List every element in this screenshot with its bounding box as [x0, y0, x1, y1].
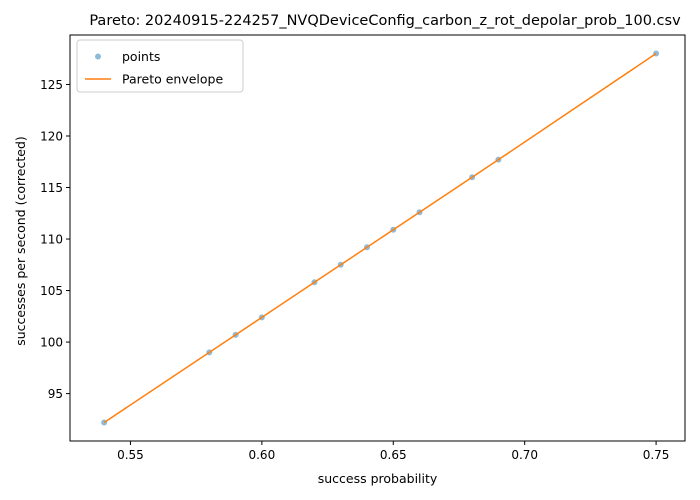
y-tick-label: 115 — [40, 181, 63, 195]
x-tick-label: 0.55 — [117, 448, 144, 462]
legend: points Pareto envelope — [76, 39, 244, 93]
y-tick-label: 100 — [40, 336, 63, 350]
plot-area: 0.55 0.60 0.65 0.70 0.75 95 100 105 110 115 120 125 — [40, 34, 686, 462]
pareto-envelope-line — [103, 52, 657, 424]
axes-frame — [69, 34, 686, 442]
y-axis-label: successes per second (corrected) — [13, 136, 28, 346]
x-tick-label: 0.75 — [643, 448, 670, 462]
x-tick-label: 0.65 — [380, 448, 407, 462]
legend-label-pareto: Pareto envelope — [122, 72, 223, 87]
legend-label-points: points — [122, 49, 160, 64]
y-tick-label: 105 — [40, 284, 63, 298]
x-tick-label: 0.60 — [248, 448, 275, 462]
y-tick-label: 125 — [40, 78, 63, 92]
y-tick-label: 95 — [48, 387, 63, 401]
legend-marker-points — [95, 53, 101, 60]
y-tick-label: 110 — [40, 233, 63, 247]
x-axis-label: success probability — [318, 471, 438, 486]
x-tick-label: 0.70 — [511, 448, 538, 462]
y-tick-label: 120 — [40, 129, 63, 143]
chart-title: Pareto: 20240915-224257_NVQDeviceConfig_… — [89, 13, 681, 29]
legend-box — [76, 39, 244, 93]
